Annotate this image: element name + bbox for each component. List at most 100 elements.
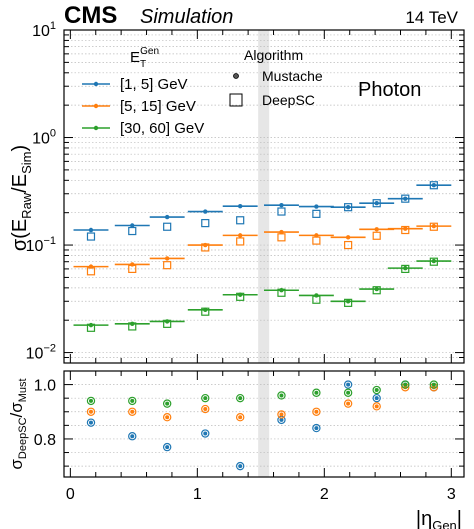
ratio-point — [130, 398, 135, 403]
mustache-point — [374, 227, 379, 232]
deepsc-point — [86, 232, 96, 241]
ratio-point — [165, 401, 170, 406]
ratio-point-ring — [201, 393, 210, 403]
ratio-point-ring — [86, 396, 96, 406]
mustache-point — [345, 299, 351, 304]
mustache-point — [314, 293, 319, 298]
ratio-point-ring — [312, 423, 321, 433]
ratio-point — [130, 434, 135, 439]
legend-series-label: [1, 5] GeV — [120, 76, 188, 93]
deepsc-point — [372, 231, 381, 240]
ratio-point — [279, 412, 284, 417]
deepsc-point — [344, 240, 353, 250]
legend-deepsc-label: DeepSC — [262, 92, 315, 108]
ratio-y-axis-label: σDeepSC/σMust — [7, 378, 29, 469]
ratio-point — [88, 409, 93, 414]
ratio-point — [374, 404, 379, 409]
legend-series-marker — [93, 81, 99, 87]
mustache-point — [403, 265, 408, 271]
mustache-point — [431, 183, 437, 188]
experiment-label: CMS — [64, 2, 117, 29]
deepsc-point — [236, 292, 245, 301]
ratio-point — [203, 396, 208, 401]
ratio-point — [431, 382, 436, 387]
x-tick-label: 1 — [193, 486, 202, 503]
deepsc-point — [86, 323, 96, 332]
ratio-point-ring — [128, 407, 137, 416]
ratio-point — [238, 396, 243, 401]
legend-series-entries: [1, 5] GeV [5, 15] GeV [30, 60] GeV — [82, 76, 204, 137]
top-y-tick-label: 10−1 — [26, 235, 56, 255]
deepsc-point — [163, 222, 172, 231]
legend-energy-title: ETGen — [130, 46, 159, 70]
top-y-tick-label: 10−2 — [26, 343, 56, 363]
deepsc-point — [163, 261, 172, 270]
deepsc-point — [429, 257, 438, 266]
ratio-point-ring — [312, 407, 321, 416]
ratio-axis-ticks: 0 1 2 3 0.8 1.0 — [34, 370, 464, 503]
ratio-point — [203, 407, 208, 412]
ratio-point-ring — [162, 413, 172, 422]
top-y-tick-label: 101 — [32, 20, 56, 40]
ratio-panel: 0 1 2 3 0.8 1.0 — [34, 370, 465, 503]
mustache-point — [374, 201, 379, 206]
deepsc-point — [163, 319, 172, 328]
legend-series-marker — [93, 125, 99, 131]
legend-algorithm-title: Algorithm — [244, 47, 303, 63]
ratio-point — [403, 382, 408, 387]
ratio-point — [238, 464, 243, 469]
ratio-point-ring — [162, 442, 172, 452]
mustache-point — [431, 223, 437, 229]
deepsc-point — [277, 207, 286, 216]
legend-series-marker — [93, 103, 99, 109]
photon-annotation: Photon — [358, 79, 421, 101]
mustache-point — [237, 233, 243, 238]
deepsc-point — [372, 286, 381, 295]
ratio-point — [238, 415, 243, 420]
deepsc-point — [429, 222, 438, 231]
legend-mustache-marker — [233, 73, 239, 79]
deepsc-point — [277, 233, 286, 242]
ratio-point — [346, 401, 351, 406]
ratio-point-ring — [343, 388, 353, 397]
deepsc-point — [372, 199, 381, 208]
ratio-point-ring — [201, 404, 210, 414]
legend-mustache-label: Mustache — [262, 68, 323, 84]
status-label: Simulation — [140, 6, 233, 28]
top-gridlines — [64, 29, 464, 364]
ratio-point — [314, 426, 319, 431]
ratio-point-ring — [235, 393, 245, 403]
mustache-point — [130, 223, 135, 228]
ratio-point — [346, 390, 351, 395]
deepsc-point — [312, 295, 321, 304]
mustache-point — [164, 214, 170, 220]
ratio-point-ring — [86, 418, 96, 427]
deepsc-point — [201, 307, 210, 316]
mustache-point — [279, 202, 284, 208]
ratio-plot-frame — [63, 370, 465, 478]
ratio-point-ring — [401, 380, 410, 389]
deepsc-point — [201, 219, 210, 228]
ratio-point — [346, 382, 351, 387]
ratio-point-ring — [235, 413, 245, 422]
ratio-point-ring — [128, 432, 137, 441]
ratio-point-ring — [277, 410, 286, 419]
deepsc-point — [128, 322, 137, 331]
ratio-excluded-band — [258, 371, 270, 477]
mustache-point — [314, 233, 319, 238]
ratio-point — [165, 415, 170, 420]
deepsc-point — [401, 194, 410, 203]
mustache-point — [88, 322, 94, 328]
deepsc-point — [344, 298, 353, 307]
top-excluded-band — [258, 30, 270, 363]
legend-series-label: [30, 60] GeV — [120, 120, 204, 137]
legend-deepsc-marker — [229, 93, 243, 107]
mustache-point — [279, 229, 284, 235]
ratio-point — [374, 388, 379, 393]
top-y-axis-label: σ(ERaw/ESim) — [9, 145, 34, 251]
ratio-point-ring — [312, 388, 321, 397]
ratio-point-ring — [277, 391, 286, 400]
ratio-point-ring — [372, 385, 381, 395]
ratio-point — [203, 431, 208, 436]
deepsc-point — [86, 267, 96, 276]
